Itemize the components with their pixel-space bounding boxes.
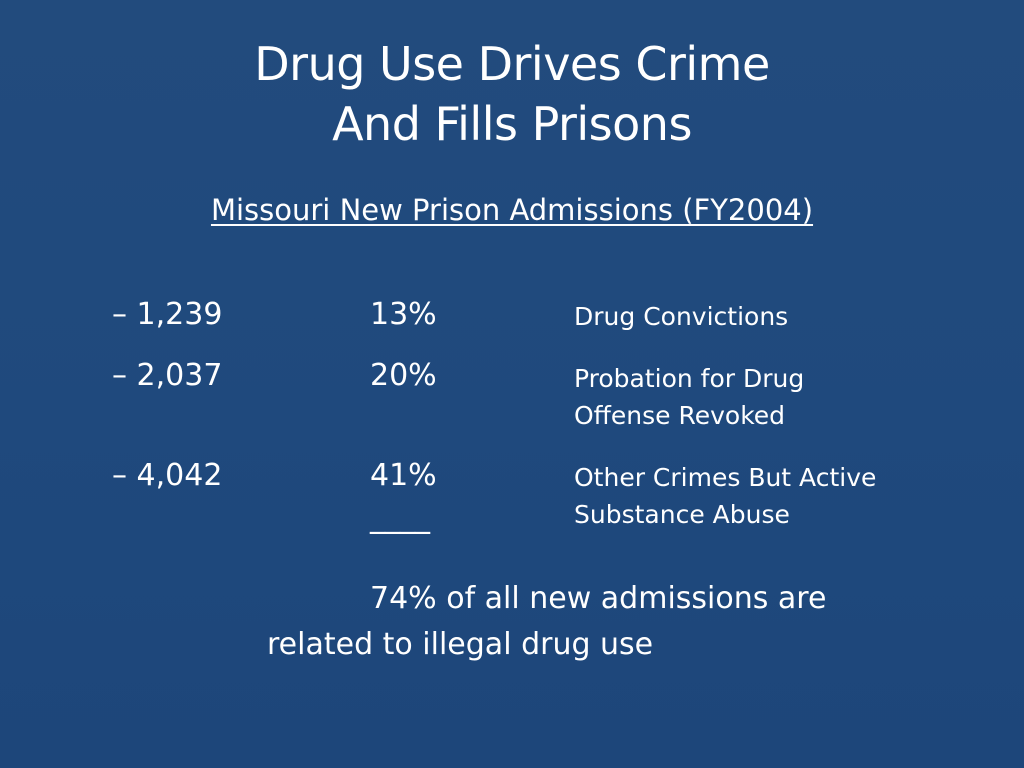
- admission-description: Other Crimes But Active Substance Abuse: [574, 459, 974, 533]
- admission-count: – 2,037: [112, 358, 223, 393]
- sum-line: ____: [370, 500, 430, 535]
- summary-line-1: 74% of all new admissions are: [370, 581, 827, 616]
- title-line-2: And Fills Prisons: [332, 97, 692, 151]
- admission-count: – 4,042: [112, 458, 223, 493]
- description-line: Drug Convictions: [574, 302, 789, 331]
- description-line: Offense Revoked: [574, 401, 786, 430]
- admission-description: Drug Convictions: [574, 298, 974, 335]
- admission-percent: 20%: [370, 358, 437, 393]
- admission-percent: 13%: [370, 297, 437, 332]
- admission-percent: 41%: [370, 458, 437, 493]
- title-line-1: Drug Use Drives Crime: [254, 37, 770, 91]
- description-line: Other Crimes But Active: [574, 463, 877, 492]
- admission-description: Probation for Drug Offense Revoked: [574, 360, 974, 434]
- description-line: Substance Abuse: [574, 500, 790, 529]
- description-line: Probation for Drug: [574, 364, 805, 393]
- admission-count: – 1,239: [112, 297, 223, 332]
- slide-title: Drug Use Drives Crime And Fills Prisons: [0, 34, 1024, 154]
- summary-line-2: related to illegal drug use: [267, 627, 654, 662]
- slide-subtitle: Missouri New Prison Admissions (FY2004): [210, 193, 814, 227]
